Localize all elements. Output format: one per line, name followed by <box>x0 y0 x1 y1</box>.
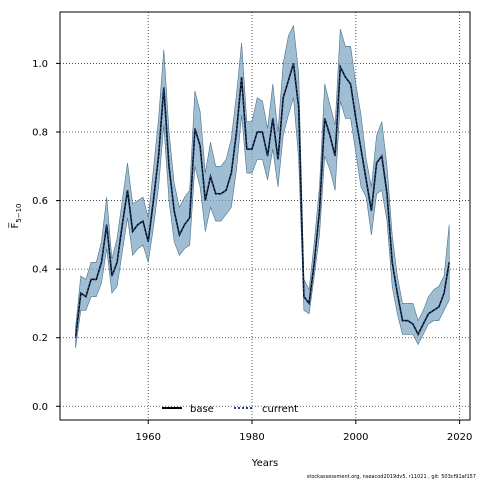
x-axis: 1960 1980 2000 2020 <box>136 420 472 443</box>
x-tick-label: 1980 <box>239 432 264 443</box>
legend-label-current: current <box>262 404 298 415</box>
y-tick-label: 0.2 <box>32 333 48 344</box>
confidence-band <box>75 24 450 349</box>
series-line-current <box>74 63 450 338</box>
legend-label-base: base <box>190 404 214 415</box>
y-axis-title-main: F̅ <box>8 222 21 229</box>
x-axis-title: Years <box>251 458 278 469</box>
y-tick-label: 1.0 <box>32 59 48 70</box>
x-tick-label: 1960 <box>136 432 161 443</box>
y-axis-title: F̅5−10 <box>8 204 23 229</box>
plot-frame <box>59 11 471 421</box>
y-tick-label: 0.0 <box>32 402 48 413</box>
legend: base current <box>162 404 298 415</box>
y-axis-title-sub: 5−10 <box>15 204 23 223</box>
y-tick-label: 0.4 <box>32 265 48 276</box>
y-tick-label: 0.8 <box>32 128 48 139</box>
footer-text: stockassessment.org, nseacod2019dv5, r11… <box>307 474 476 480</box>
y-tick-label: 0.6 <box>32 196 48 207</box>
x-tick-label: 2020 <box>447 432 472 443</box>
x-tick-label: 2000 <box>343 432 368 443</box>
y-axis: 0.0 0.2 0.4 0.6 0.8 1.0 <box>32 59 60 413</box>
